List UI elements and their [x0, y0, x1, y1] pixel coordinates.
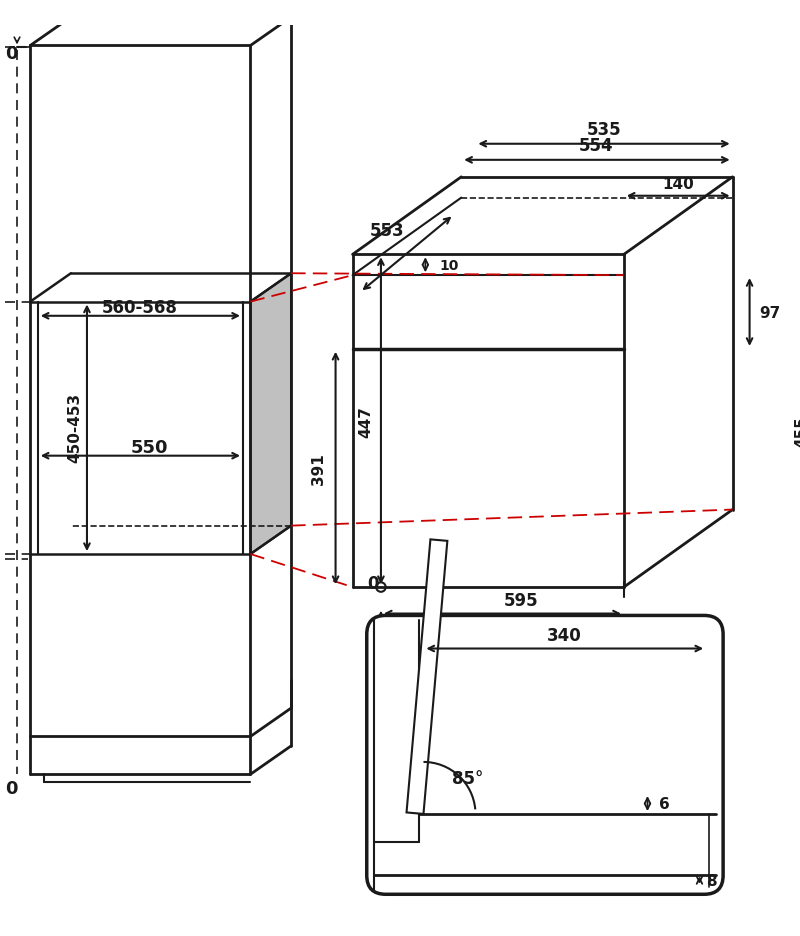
Text: 553: 553 — [370, 222, 405, 240]
Polygon shape — [250, 274, 291, 554]
Text: 85°: 85° — [452, 768, 483, 786]
Text: 450-453: 450-453 — [67, 393, 82, 463]
Text: 535: 535 — [586, 121, 622, 139]
Text: 595: 595 — [503, 592, 538, 609]
Text: 554: 554 — [579, 137, 614, 155]
Text: 0: 0 — [5, 779, 18, 797]
Text: 560-568: 560-568 — [102, 299, 178, 316]
Text: 455: 455 — [794, 416, 800, 447]
Text: 10: 10 — [439, 258, 459, 272]
Text: 20: 20 — [392, 612, 414, 627]
Text: 0: 0 — [5, 45, 18, 63]
Text: 140: 140 — [662, 177, 694, 192]
Text: 447: 447 — [358, 405, 374, 437]
Text: 340: 340 — [547, 626, 582, 644]
Polygon shape — [406, 540, 447, 814]
Text: 97: 97 — [759, 305, 780, 320]
Text: 550: 550 — [130, 438, 168, 456]
Text: 391: 391 — [311, 453, 326, 484]
Text: 6: 6 — [659, 797, 670, 812]
Text: 8: 8 — [706, 872, 717, 887]
FancyBboxPatch shape — [366, 616, 723, 894]
Text: 0: 0 — [368, 574, 379, 592]
